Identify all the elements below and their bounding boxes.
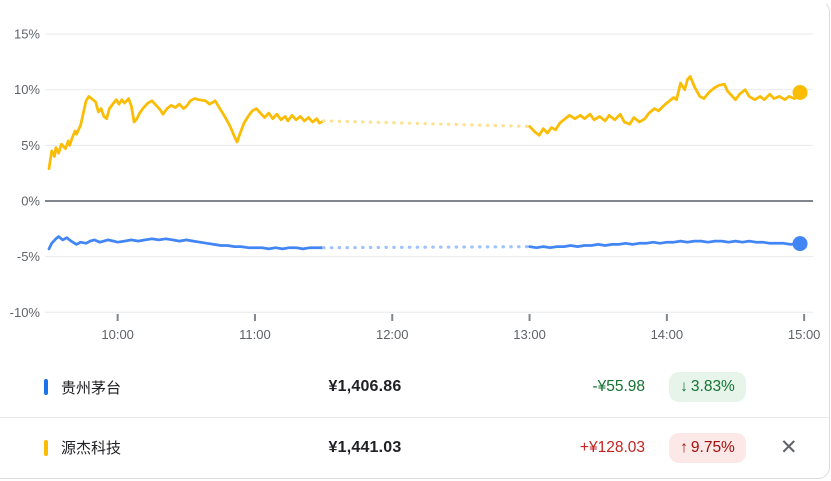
stock-name-cell: 源杰科技	[44, 437, 290, 458]
legend-rows: 贵州茅台 ¥1,406.86 -¥55.98 ↓ 3.83% 源杰科技 ¥1,4…	[0, 357, 829, 477]
y-axis-label: 15%	[14, 27, 40, 42]
y-axis-label: -5%	[17, 249, 41, 264]
y-axis-label: 10%	[14, 82, 40, 97]
close-icon[interactable]: ✕	[774, 434, 804, 461]
x-axis-label: 11:00	[239, 327, 271, 342]
series-line-morning-yuanjie-yellow	[47, 95, 325, 171]
y-axis-label: -10%	[10, 305, 41, 320]
x-axis-label: 10:00	[101, 327, 134, 342]
percent-change-value: 3.83%	[690, 378, 735, 395]
x-axis-label: 14:00	[651, 327, 684, 342]
series-end-dot-moutai-blue	[792, 236, 808, 252]
stock-row-moutai[interactable]: 贵州茅台 ¥1,406.86 -¥55.98 ↓ 3.83%	[0, 357, 829, 417]
price-change: +¥128.03	[579, 438, 645, 456]
stock-name: 源杰科技	[61, 440, 122, 457]
stock-name: 贵州茅台	[61, 379, 122, 397]
price-change: -¥55.98	[592, 378, 645, 395]
chart-svg[interactable]: 15% 10% 5% 0% -5% -10% 10:00 11:00 12:00 13:00 14:…	[0, 1, 830, 357]
badge-cell: ↓ 3.83%	[645, 372, 770, 402]
x-axis-label: 12:00	[376, 327, 409, 342]
x-axis-label: 13:00	[513, 327, 546, 342]
stock-row-yuanjie[interactable]: 源杰科技 ¥1,441.03 +¥128.03 ↑ 9.75% ✕	[0, 417, 829, 477]
badge-cell: ↑ 9.75%	[645, 432, 770, 463]
series-line-afternoon-yuanjie-yellow	[528, 75, 802, 137]
series-line-lunch-gap-moutai-blue	[322, 245, 532, 250]
percent-change-value: 9.75%	[690, 438, 735, 456]
stock-price: ¥1,406.86	[328, 378, 402, 395]
close-cell: ✕	[770, 434, 829, 461]
series-line-lunch-gap-yuanjie-yellow	[322, 119, 532, 129]
series-color-marker	[44, 439, 48, 456]
stock-price: ¥1,441.03	[328, 438, 402, 456]
series-line-morning-moutai-blue	[47, 235, 325, 251]
series-color-marker	[44, 379, 48, 395]
intraday-percent-chart[interactable]: 15% 10% 5% 0% -5% -10% 10:00 11:00 12:00 13:00 14:…	[0, 1, 830, 357]
stock-name-cell: 贵州茅台	[44, 377, 290, 398]
series-line-afternoon-moutai-blue	[528, 239, 802, 250]
series-end-dot-yuanjie-yellow	[792, 85, 808, 101]
x-axis-label: 15:00	[788, 327, 821, 342]
percent-change-badge: ↓ 3.83%	[669, 372, 746, 402]
y-axis-label: 5%	[21, 138, 40, 153]
arrow-down-icon: ↓	[680, 378, 688, 395]
y-axis-label: 0%	[21, 194, 40, 209]
arrow-up-icon: ↑	[680, 438, 688, 456]
percent-change-badge: ↑ 9.75%	[669, 432, 746, 463]
